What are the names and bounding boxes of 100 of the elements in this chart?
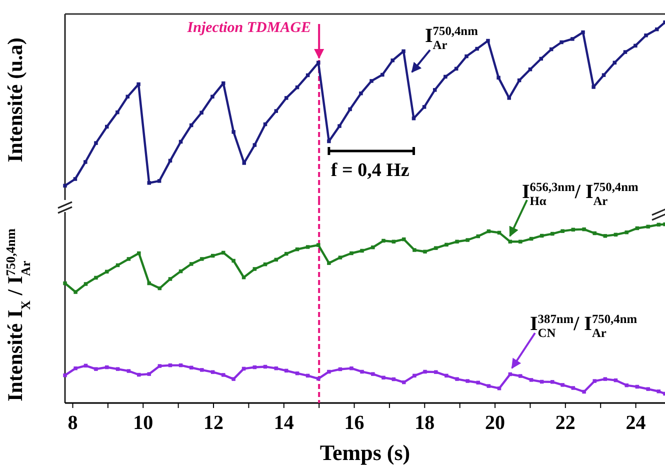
point xyxy=(274,109,278,113)
x-tick-label: 18 xyxy=(414,412,435,434)
point xyxy=(200,110,204,115)
point xyxy=(210,94,214,99)
point xyxy=(84,282,88,286)
point xyxy=(210,370,215,374)
point xyxy=(603,377,608,381)
point xyxy=(189,262,194,266)
point xyxy=(338,256,342,260)
point xyxy=(602,73,606,77)
point xyxy=(518,374,522,378)
annotation: f = 0,4 Hz xyxy=(330,160,410,181)
point xyxy=(434,370,438,374)
point xyxy=(432,88,437,92)
point xyxy=(137,251,141,256)
x-tick-label: 20 xyxy=(485,412,506,434)
x-tick-label: 12 xyxy=(204,412,224,434)
point xyxy=(350,366,354,370)
point xyxy=(94,276,98,280)
point xyxy=(412,116,416,120)
x-tick-label: 16 xyxy=(344,412,364,434)
x-tick-label: 10 xyxy=(133,412,154,434)
point xyxy=(126,257,131,261)
point xyxy=(422,105,426,109)
ref-line-label: Injection TDMAGE xyxy=(186,20,312,36)
point xyxy=(221,373,226,377)
point xyxy=(582,390,586,394)
point xyxy=(137,372,141,377)
point xyxy=(402,380,406,384)
point xyxy=(656,390,661,394)
point xyxy=(74,290,78,294)
point xyxy=(529,378,534,382)
x-tick-label: 8 xyxy=(68,412,78,434)
x-tick-label: 14 xyxy=(274,412,294,434)
point xyxy=(455,240,459,244)
point xyxy=(444,374,448,378)
point xyxy=(200,368,204,372)
point xyxy=(242,161,246,165)
point xyxy=(327,261,331,265)
point xyxy=(550,380,554,384)
point xyxy=(423,370,427,374)
point xyxy=(550,232,554,236)
y-axis-title: Intensité (u.a) xyxy=(3,38,27,162)
point xyxy=(84,160,88,164)
x-tick-label: 24 xyxy=(626,412,646,434)
point xyxy=(147,372,151,376)
point xyxy=(74,366,78,370)
point xyxy=(327,139,331,144)
point xyxy=(655,27,659,32)
point xyxy=(252,143,257,147)
point xyxy=(444,242,448,247)
point xyxy=(581,30,585,34)
point xyxy=(360,248,364,253)
point xyxy=(73,177,78,181)
point xyxy=(158,364,162,368)
point xyxy=(646,224,650,228)
point xyxy=(571,386,576,390)
point xyxy=(560,383,564,387)
point xyxy=(94,141,98,145)
point xyxy=(126,369,131,373)
point xyxy=(402,49,406,54)
point xyxy=(412,248,416,252)
point xyxy=(496,76,500,80)
point xyxy=(338,124,342,128)
point xyxy=(94,367,98,371)
point xyxy=(560,229,564,233)
point xyxy=(486,384,491,388)
point xyxy=(189,366,194,370)
point xyxy=(455,377,459,381)
point xyxy=(380,72,384,77)
point xyxy=(116,110,120,114)
point xyxy=(475,46,479,51)
point xyxy=(603,234,608,238)
point xyxy=(168,277,172,281)
point xyxy=(466,379,470,383)
point xyxy=(371,245,375,250)
point xyxy=(360,370,364,374)
point xyxy=(359,92,363,96)
point xyxy=(434,246,438,250)
point xyxy=(200,257,204,261)
point xyxy=(570,37,574,41)
point xyxy=(592,231,596,236)
point xyxy=(382,238,386,243)
point xyxy=(412,374,416,378)
point xyxy=(646,387,650,391)
point xyxy=(63,373,67,378)
point xyxy=(348,107,352,112)
point xyxy=(327,370,331,374)
point xyxy=(466,238,470,242)
point xyxy=(63,281,67,286)
x-tick-label: 22 xyxy=(555,412,576,434)
point xyxy=(371,372,375,376)
point xyxy=(63,184,67,188)
point xyxy=(486,38,490,43)
point xyxy=(560,40,564,44)
point xyxy=(402,237,406,242)
point xyxy=(382,376,386,380)
point xyxy=(136,82,140,86)
point xyxy=(284,96,288,100)
point xyxy=(592,85,596,89)
